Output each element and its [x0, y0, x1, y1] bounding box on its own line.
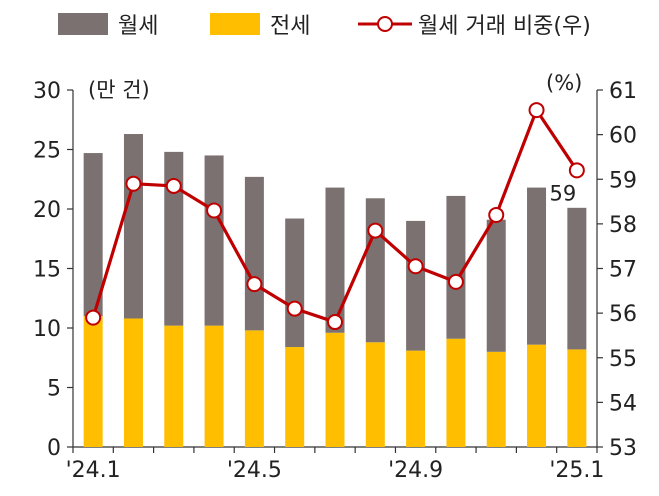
bar-jeonse	[527, 344, 547, 447]
bar-monthly-rent	[325, 187, 345, 333]
share-point	[206, 202, 223, 219]
bar-jeonse	[204, 325, 224, 447]
share-point	[528, 102, 545, 119]
bar-jeonse	[244, 330, 264, 447]
legend-swatch-jeonse	[210, 13, 260, 35]
bar-jeonse	[325, 332, 345, 447]
bar-monthly-rent	[204, 155, 224, 326]
share-point	[568, 162, 585, 179]
x-tick-label: '24.9	[388, 458, 443, 483]
bar-jeonse	[486, 351, 506, 447]
data-labels: 59	[549, 181, 576, 205]
right-tick-label: 57	[609, 258, 637, 283]
right-tick-label: 54	[609, 391, 637, 416]
share-point	[165, 177, 182, 194]
right-tick-label: 56	[609, 302, 637, 327]
left-axis-ticks: 0 5 10 15 20 25 30	[33, 79, 73, 461]
share-point	[367, 222, 384, 239]
x-tick-label: '25.1	[549, 458, 604, 483]
share-point	[246, 276, 263, 293]
bar-jeonse	[365, 342, 385, 447]
share-point	[286, 300, 303, 317]
left-tick-label: 20	[33, 198, 61, 223]
bar-jeonse	[406, 350, 426, 447]
share-line-series	[85, 102, 585, 331]
legend-label-monthly-rent: 월세	[118, 14, 158, 39]
bar-monthly-rent	[244, 176, 264, 331]
right-axis-ticks: 53 54 55 56 57 58 59 60 61	[597, 79, 637, 461]
legend-swatch-monthly-rent	[58, 13, 108, 35]
legend: 월세 전세 월세 거래 비중(우)	[58, 13, 591, 39]
data-label: 59	[549, 181, 576, 205]
x-tick-label: '24.5	[227, 458, 282, 483]
right-tick-label: 53	[609, 436, 637, 461]
left-tick-label: 5	[47, 377, 61, 402]
bars	[83, 134, 587, 447]
bar-monthly-rent	[446, 195, 466, 339]
x-axis-ticks: '24.1 '24.5 '24.9 '25.1	[66, 447, 604, 483]
share-point	[447, 273, 464, 290]
share-point	[327, 314, 343, 331]
bar-monthly-rent	[486, 219, 506, 352]
share-point	[407, 258, 424, 275]
right-tick-label: 61	[609, 79, 637, 104]
bar-monthly-rent	[123, 134, 143, 319]
left-tick-label: 0	[47, 436, 61, 461]
left-tick-label: 25	[33, 139, 61, 164]
share-point	[125, 175, 142, 192]
share-point	[85, 309, 102, 326]
bar-jeonse	[446, 338, 466, 447]
bar-monthly-rent	[83, 153, 103, 317]
bar-jeonse	[567, 349, 587, 447]
left-axis-unit: (만 건)	[88, 78, 150, 102]
right-tick-label: 59	[609, 168, 637, 193]
bar-monthly-rent	[406, 220, 426, 351]
bar-jeonse	[164, 325, 184, 447]
legend-marker-share	[377, 16, 393, 32]
left-tick-label: 30	[33, 79, 61, 104]
right-axis-unit: (%)	[546, 71, 582, 95]
right-tick-label: 55	[609, 347, 637, 372]
bar-monthly-rent	[285, 218, 305, 348]
legend-label-jeonse: 전세	[270, 14, 310, 39]
bar-monthly-rent	[164, 151, 184, 326]
bar-jeonse	[123, 318, 143, 447]
bar-monthly-rent	[365, 198, 385, 343]
right-tick-label: 58	[609, 213, 637, 238]
bar-monthly-rent	[527, 187, 547, 345]
right-tick-label: 60	[609, 124, 637, 149]
bar-jeonse	[285, 347, 305, 447]
x-tick-label: '24.1	[66, 458, 121, 483]
bar-monthly-rent	[567, 207, 587, 350]
legend-label-share: 월세 거래 비중(우)	[418, 14, 591, 39]
bar-jeonse	[83, 316, 103, 447]
left-tick-label: 15	[33, 258, 61, 283]
left-tick-label: 10	[33, 317, 61, 342]
share-point	[488, 206, 505, 223]
